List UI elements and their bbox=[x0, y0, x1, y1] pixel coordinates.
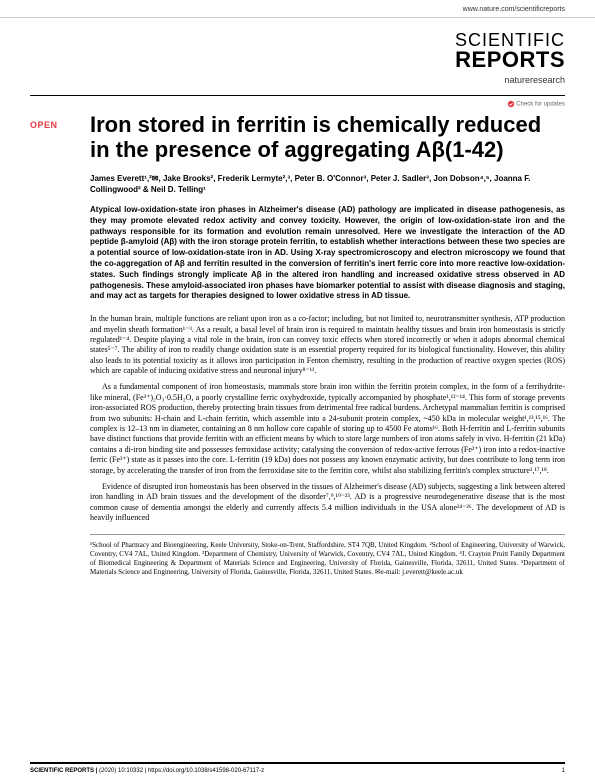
abstract: Atypical low-oxidation-state iron phases… bbox=[90, 205, 565, 302]
article-title: Iron stored in ferritin is chemically re… bbox=[90, 112, 565, 163]
page-footer: SCIENTIFIC REPORTS | (2020) 10:10332 | h… bbox=[30, 762, 565, 774]
logo-subtitle: natureresearch bbox=[30, 75, 565, 85]
logo-line2: REPORTS bbox=[30, 47, 565, 73]
paragraph-1: In the human brain, multiple functions a… bbox=[90, 314, 565, 376]
footer-citation: (2020) 10:10332 | https://doi.org/10.103… bbox=[99, 768, 264, 774]
left-column: OPEN bbox=[30, 112, 90, 577]
paragraph-2: As a fundamental component of iron homeo… bbox=[90, 382, 565, 476]
main-content: OPEN Iron stored in ferritin is chemical… bbox=[0, 108, 595, 577]
author-list: James Everett¹,²✉, Jake Brooks², Frederi… bbox=[90, 173, 565, 195]
affiliations-text: ¹School of Pharmacy and Bioengineering, … bbox=[90, 541, 565, 576]
journal-logo: SCIENTIFIC REPORTS natureresearch bbox=[0, 18, 595, 89]
check-updates-label: Check for updates bbox=[516, 102, 565, 108]
affiliations: ¹School of Pharmacy and Bioengineering, … bbox=[90, 534, 565, 577]
footer-page-number: 1 bbox=[562, 768, 565, 774]
check-updates-badge[interactable]: Check for updates bbox=[0, 96, 595, 108]
article-column: Iron stored in ferritin is chemically re… bbox=[90, 112, 565, 577]
footer-journal: SCIENTIFIC REPORTS | bbox=[30, 768, 97, 774]
paragraph-3: Evidence of disrupted iron homeostasis h… bbox=[90, 482, 565, 524]
journal-url: www.nature.com/scientificreports bbox=[0, 0, 595, 18]
footer-left: SCIENTIFIC REPORTS | (2020) 10:10332 | h… bbox=[30, 768, 264, 774]
open-access-badge: OPEN bbox=[30, 120, 90, 130]
check-updates-icon bbox=[507, 100, 515, 108]
